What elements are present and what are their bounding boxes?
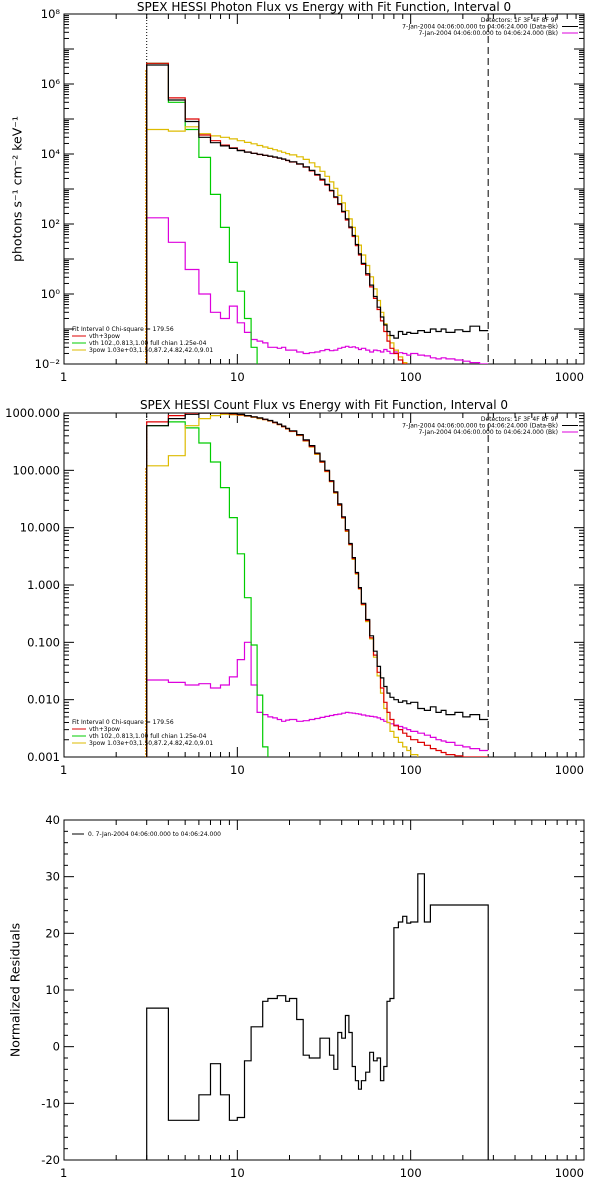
plot-frame	[63, 13, 585, 365]
y-tick-label: 20	[45, 926, 60, 940]
series-data-bk	[146, 64, 489, 364]
x-tick-label: 10	[230, 370, 245, 384]
y-tick-label: 10⁸	[41, 7, 61, 21]
legend-bottom-entry: Fit Interval 0 Chi-square = 179.56	[72, 719, 174, 726]
x-tick-label: 1000	[555, 1166, 584, 1180]
series-data-bk	[146, 413, 489, 757]
y-axis-label: Normalized Residuals	[8, 923, 23, 1057]
legend-bottom-entry: 3pow 1.03e+03,1.50,87.2,4.82,42.0,9.01	[89, 740, 213, 747]
series-bk	[146, 641, 489, 757]
y-tick-label: 100.000	[12, 463, 60, 477]
x-tick-label: 1	[60, 370, 67, 384]
legend-top-entry: 7-Jan-2004 04:06:00.000 to 04:06:24.000 …	[418, 429, 558, 436]
y-tick-label: 0.100	[27, 635, 60, 649]
legend-top-entry: Detectors: 1F 3F 4F 8F 9F	[481, 17, 559, 24]
x-tick-label: 1000	[555, 370, 584, 384]
x-tick-label: 10	[230, 763, 245, 777]
y-tick-label: 0.001	[27, 750, 60, 764]
series-vth	[146, 421, 269, 757]
residuals-chart: Normalized Residuals 1 10 100 1000 -20 -10 0 10 2…	[8, 813, 585, 1180]
x-tick-label: 10	[230, 1166, 245, 1180]
series-3pow	[146, 413, 419, 757]
series-3pow	[146, 126, 408, 364]
legend-top-entry: 7-Jan-2004 04:06:00.000 to 04:06:24.000 …	[402, 423, 558, 430]
legend-bottom-entry: vth 102.,0.813,1.00 full chian 1.25e-04	[89, 340, 207, 347]
count-flux-chart: SPEX HESSI Count Flux vs Energy with Fit…	[5, 398, 585, 777]
y-tick-label: 0.010	[27, 693, 60, 707]
y-tick-label: 0	[53, 1040, 60, 1054]
y-tick-label: 10⁻²	[35, 357, 60, 371]
series-vth-3pow	[146, 62, 408, 364]
legend-bottom-entry: 3pow 1.03e+03,1.50,87.2,4.82,42.0,9.01	[89, 347, 213, 354]
photon-flux-chart: SPEX HESSI Photon Flux vs Energy with Fi…	[10, 0, 585, 384]
series-residuals	[146, 873, 489, 1160]
legend-bottom-entry: vth+3pow	[89, 333, 120, 340]
chart-title: SPEX HESSI Count Flux vs Energy with Fit…	[140, 398, 508, 412]
x-tick-label: 100	[400, 370, 422, 384]
y-tick-label: 40	[45, 813, 60, 827]
y-tick-label: -10	[41, 1096, 60, 1110]
legend-entry: 0. 7-Jan-2004 04:06:00.000 to 04:06:24.0…	[88, 831, 221, 838]
y-tick-label: 30	[45, 870, 60, 884]
y-tick-label: 10⁰	[41, 287, 61, 301]
legend-top-entry: Detectors: 1F 3F 4F 8F 9F	[481, 416, 559, 423]
legend-top-entry: 7-Jan-2004 04:06:00.000 to 04:06:24.000 …	[402, 24, 558, 31]
y-tick-label: 10²	[41, 217, 60, 231]
legend-bottom-entry: vth+3pow	[89, 726, 120, 733]
x-tick-label: 100	[400, 1166, 422, 1180]
legend-top-entry: 7-Jan-2004 04:06:00.000 to 04:06:24.000 …	[418, 30, 558, 37]
x-tick-label: 1	[60, 763, 67, 777]
x-tick-label: 100	[400, 763, 422, 777]
y-axis-label: photons s⁻¹ cm⁻² keV⁻¹	[10, 116, 25, 262]
plot-frame	[63, 819, 585, 1161]
y-tick-label: -20	[41, 1153, 60, 1167]
legend-bottom-entry: Fit Interval 0 Chi-square = 179.56	[72, 326, 174, 333]
x-tick-label: 1	[60, 1166, 67, 1180]
series-vth-3pow	[146, 413, 489, 757]
chart-title: SPEX HESSI Photon Flux vs Energy with Fi…	[137, 0, 511, 14]
series-vth	[146, 62, 258, 364]
y-tick-label: 10⁴	[41, 147, 61, 161]
y-tick-label: 10	[45, 983, 60, 997]
y-tick-label: 1.000	[27, 578, 60, 592]
x-tick-label: 1000	[555, 763, 584, 777]
y-tick-label: 10.000	[20, 521, 60, 535]
y-tick-label: 10⁶	[41, 77, 61, 91]
y-tick-label: 1000.000	[5, 406, 60, 420]
plot-frame	[63, 412, 585, 758]
legend-bottom-entry: vth 102.,0.813,1.00 full chian 1.25e-04	[89, 733, 207, 740]
